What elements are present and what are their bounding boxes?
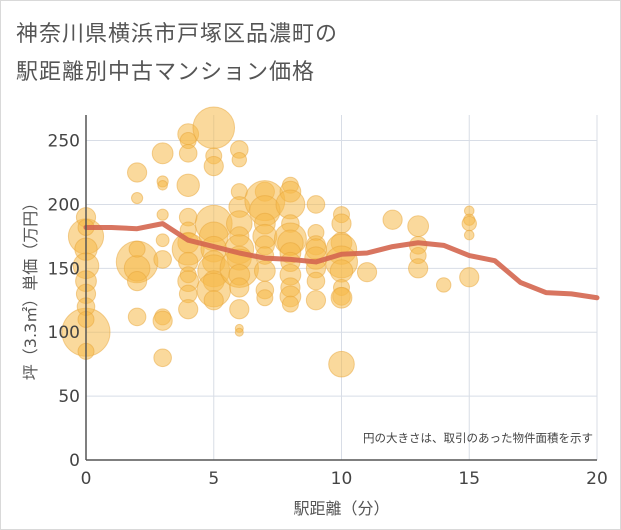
data-bubble xyxy=(157,179,168,191)
data-bubble xyxy=(407,215,430,238)
size-note: 円の大きさは、取引のあった物件面積を示す xyxy=(363,431,593,445)
data-bubble xyxy=(408,258,429,279)
data-bubble xyxy=(229,277,250,298)
y-tick-label: 100 xyxy=(48,323,80,343)
data-bubble xyxy=(155,233,170,248)
data-bubble xyxy=(176,173,200,197)
data-bubble xyxy=(151,142,174,165)
data-bubble xyxy=(328,350,355,378)
y-tick-label: 150 xyxy=(48,259,80,279)
data-bubble xyxy=(331,213,352,234)
data-bubble xyxy=(203,156,224,177)
data-bubble xyxy=(305,290,327,311)
y-axis-title: 坪（3.3㎡）単価（万円） xyxy=(21,195,40,380)
x-axis-title: 駅距離（分） xyxy=(293,499,389,518)
data-bubble xyxy=(178,299,199,320)
data-bubble xyxy=(463,229,475,241)
data-bubble xyxy=(459,267,480,288)
data-bubble xyxy=(131,191,144,205)
x-tick-label: 5 xyxy=(208,469,219,489)
chart-title-line-1: 神奈川県横浜市戸塚区品濃町の xyxy=(16,22,339,47)
data-bubble xyxy=(281,295,299,313)
data-bubble xyxy=(231,152,248,168)
trend-line xyxy=(83,221,600,301)
data-bubble xyxy=(306,195,326,214)
data-bubble xyxy=(153,250,172,269)
data-bubble xyxy=(127,162,148,183)
data-bubble xyxy=(156,208,169,221)
data-bubble xyxy=(128,240,146,258)
x-tick-label: 10 xyxy=(331,469,353,489)
x-tick-label: 15 xyxy=(458,469,480,489)
data-bubble xyxy=(234,327,244,337)
data-bubble xyxy=(306,271,326,291)
data-bubble xyxy=(192,106,236,150)
data-bubble xyxy=(153,348,172,368)
x-tick-label: 0 xyxy=(81,469,92,489)
y-tick-label: 0 xyxy=(69,451,80,471)
data-bubble xyxy=(127,307,147,327)
data-bubble xyxy=(127,271,148,292)
data-bubble xyxy=(256,289,274,307)
data-bubble xyxy=(436,277,452,293)
data-bubble xyxy=(229,299,250,320)
chart-title-line-2: 駅距離別中古マンション価格 xyxy=(16,60,316,85)
data-bubble xyxy=(253,259,276,282)
data-bubble xyxy=(382,209,403,230)
x-tick-label: 20 xyxy=(586,469,608,489)
data-bubble xyxy=(461,215,477,232)
data-bubble xyxy=(329,259,354,283)
y-tick-label: 200 xyxy=(48,195,80,215)
y-tick-label: 250 xyxy=(48,132,80,152)
data-bubble xyxy=(178,144,198,163)
data-bubble xyxy=(203,290,224,311)
data-bubble xyxy=(356,262,378,283)
data-bubble xyxy=(152,310,173,331)
y-tick-label: 50 xyxy=(58,387,80,407)
data-bubble xyxy=(330,286,353,309)
